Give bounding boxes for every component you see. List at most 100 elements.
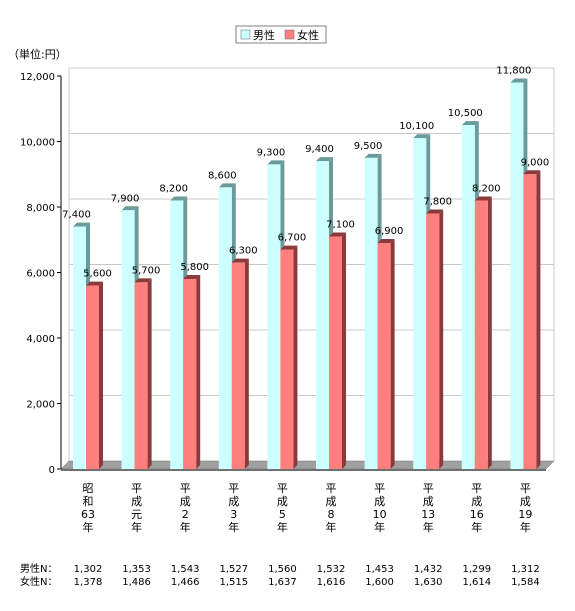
bar-0-top — [267, 160, 285, 165]
x-category-label: 平 — [374, 482, 385, 495]
sample-size-value: 1,637 — [268, 577, 297, 588]
sample-size-value: 1,312 — [511, 564, 540, 575]
bar-0 — [73, 226, 86, 469]
bar-1-top — [523, 170, 541, 175]
legend-box — [235, 25, 327, 44]
x-category-label: 年 — [131, 520, 142, 534]
bar-1-side — [487, 196, 492, 469]
data-label: 9,300 — [257, 147, 286, 158]
bar-0 — [364, 157, 378, 469]
sample-size-value: 1,353 — [122, 564, 151, 575]
sample-size-value: 1,515 — [219, 577, 248, 588]
legend-label-0: 男性 — [253, 28, 275, 42]
bar-1-side — [536, 170, 541, 469]
bar-0 — [267, 164, 281, 470]
bar-0-top — [364, 153, 382, 158]
bar-0 — [461, 125, 475, 469]
bar-1 — [86, 285, 99, 469]
chart-floor-edge — [61, 469, 546, 471]
x-category-label: 成 — [374, 495, 385, 508]
x-category-label: 成 — [326, 495, 337, 508]
bar-1 — [474, 200, 488, 469]
x-category-label: 成 — [277, 495, 288, 508]
data-label: 8,600 — [208, 170, 237, 181]
bar-0-top — [510, 78, 528, 83]
x-category-label: 2 — [182, 508, 189, 521]
bar-0-top — [73, 222, 90, 227]
x-category-label: 年 — [520, 520, 531, 534]
x-category-label: 成 — [131, 495, 142, 508]
x-category-label: 年 — [228, 520, 239, 534]
bar-1-side — [99, 281, 103, 469]
bar-1 — [183, 279, 197, 469]
bar-0 — [218, 187, 232, 469]
data-label: 8,200 — [472, 183, 501, 194]
data-label: 6,700 — [278, 233, 307, 244]
sample-size-value: 1,466 — [171, 577, 200, 588]
sample-size-value: 1,378 — [74, 577, 103, 588]
x-category-label: 63 — [81, 508, 95, 521]
bar-1-top — [231, 258, 249, 263]
sample-size-value: 1,560 — [268, 564, 297, 575]
bar-1 — [280, 249, 294, 469]
bar-1-top — [426, 209, 444, 214]
bar-0-top — [170, 196, 188, 201]
x-category-label: 5 — [279, 508, 286, 521]
bar-1-top — [134, 278, 152, 283]
data-label: 9,500 — [354, 141, 383, 152]
data-label: 7,800 — [423, 197, 452, 208]
bar-0-top — [413, 134, 431, 139]
x-category-label: 年 — [471, 520, 482, 534]
data-label: 5,600 — [83, 269, 112, 280]
x-category-label: 成 — [423, 495, 434, 508]
data-label: 11,800 — [496, 66, 531, 77]
sample-size-value: 1,584 — [511, 577, 540, 588]
x-category-label: 13 — [421, 508, 435, 521]
x-category-label: 年 — [277, 520, 288, 534]
x-category-label: 和 — [83, 495, 94, 508]
unit-label: （単位:円） — [8, 47, 67, 61]
x-category-label: 成 — [471, 495, 482, 508]
bar-1-side — [147, 278, 152, 469]
bar-0-top — [461, 121, 479, 126]
data-label: 7,400 — [62, 210, 91, 221]
x-category-label: 昭 — [83, 482, 94, 495]
data-label: 6,300 — [229, 246, 258, 257]
x-category-label: 年 — [374, 520, 385, 534]
bar-1-side — [390, 239, 395, 469]
legend-label-1: 女性 — [297, 28, 319, 42]
sample-size-value: 1,453 — [365, 564, 394, 575]
x-category-label: 19 — [518, 508, 532, 521]
x-category-label: 平 — [423, 482, 434, 495]
bar-1-top — [329, 232, 346, 237]
data-label: 5,800 — [180, 262, 209, 273]
bar-1 — [231, 262, 245, 469]
bar-1-top — [183, 275, 201, 280]
sample-size-value: 1,543 — [171, 564, 200, 575]
y-tick-label: 4,000 — [26, 334, 55, 345]
sample-size-value: 1,527 — [219, 564, 248, 575]
x-category-label: 年 — [423, 520, 434, 534]
bar-1-side — [293, 245, 298, 469]
bar-1 — [377, 243, 391, 469]
bar-0-top — [121, 206, 139, 211]
bar-1-top — [474, 196, 492, 201]
y-tick-label: 10,000 — [20, 138, 55, 149]
bar-0 — [121, 210, 135, 469]
sample-size-label: 男性N： — [20, 562, 57, 575]
sample-size-value: 1,600 — [365, 577, 394, 588]
bar-1-top — [86, 281, 103, 286]
legend-swatch-0 — [240, 29, 251, 40]
data-label: 9,000 — [521, 157, 550, 168]
sample-size-value: 1,614 — [462, 577, 491, 588]
x-category-label: 平 — [228, 482, 239, 495]
bar-1-top — [377, 239, 395, 244]
x-category-label: 成 — [520, 495, 531, 508]
data-label: 6,900 — [375, 226, 404, 237]
bar-1-side — [342, 232, 346, 469]
x-category-label: 8 — [328, 508, 335, 521]
bar-1 — [134, 282, 148, 469]
x-category-label: 成 — [180, 495, 191, 508]
x-category-label: 元 — [131, 508, 142, 521]
